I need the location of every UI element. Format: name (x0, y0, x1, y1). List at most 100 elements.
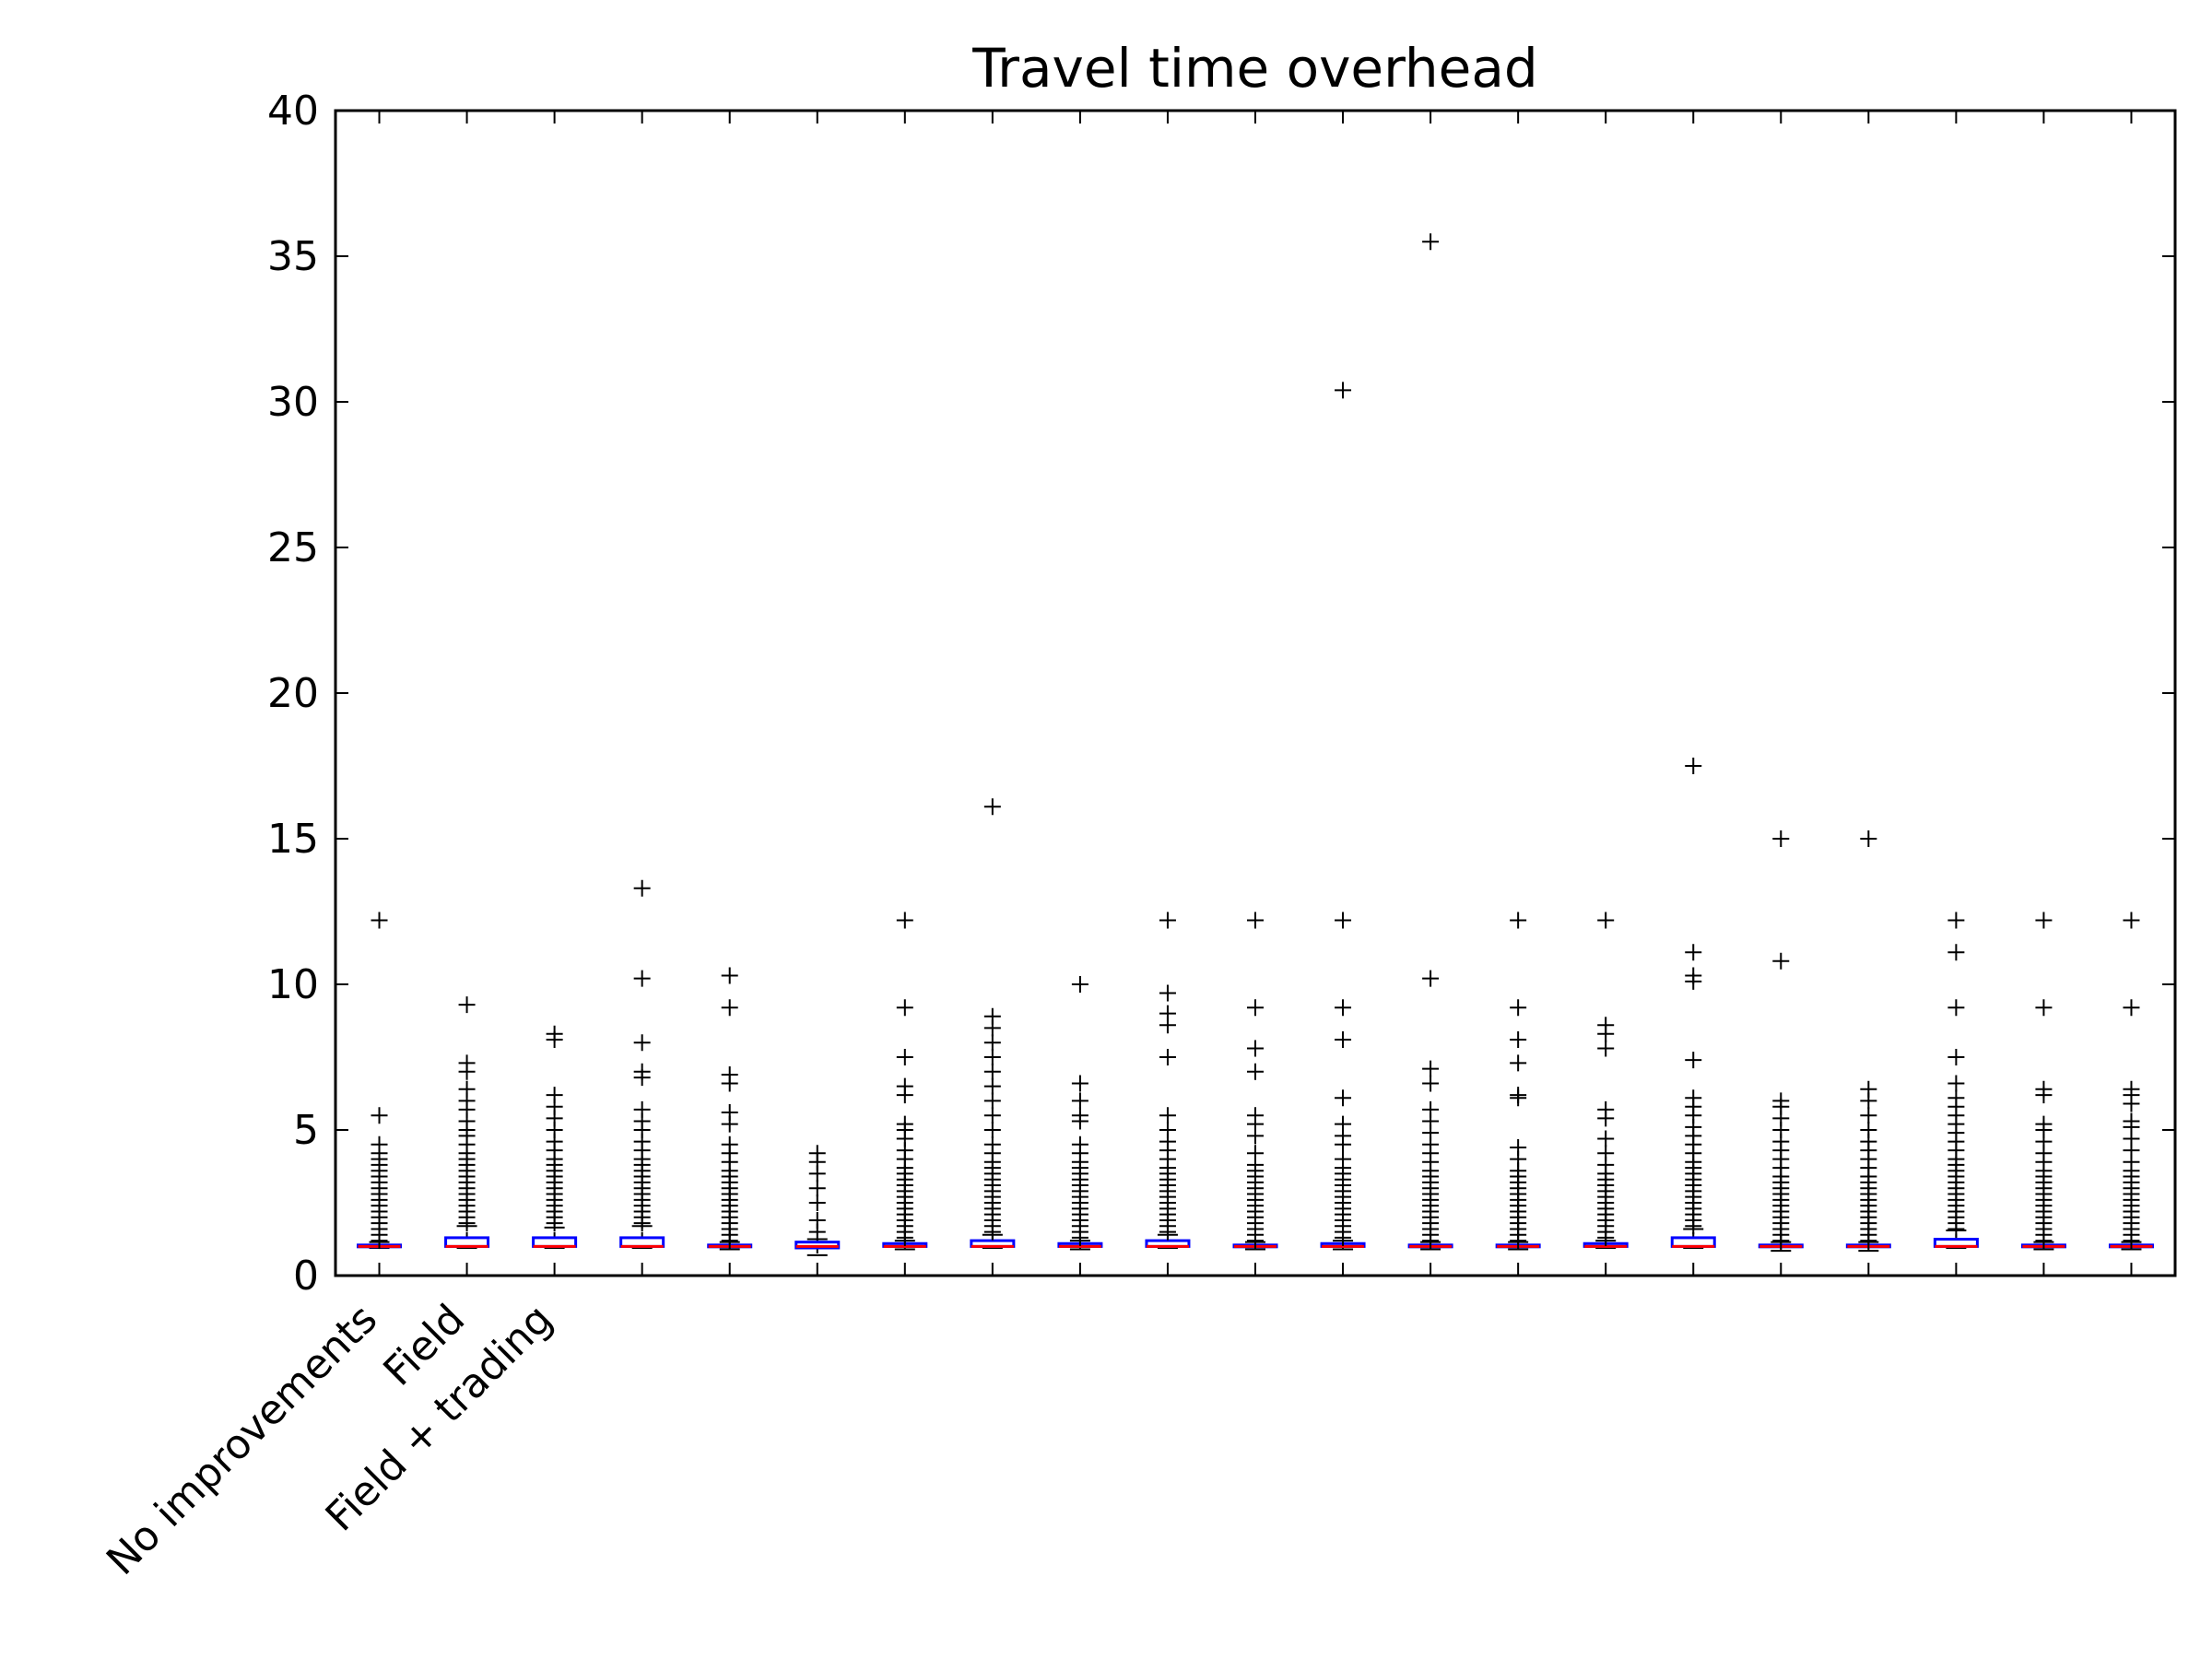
flier-point (2123, 1112, 2140, 1130)
flier-point (633, 1034, 651, 1052)
flier-point (896, 999, 913, 1017)
flier-point (1685, 1089, 1702, 1107)
flier-point (1947, 1075, 1965, 1092)
box-group (1320, 382, 1366, 1251)
box-group (1583, 912, 1629, 1249)
flier-point (1422, 1060, 1440, 1077)
flier-point (1597, 1145, 1615, 1162)
flier-point (1772, 1092, 1790, 1110)
flier-point (983, 798, 1001, 816)
flier-point (1159, 1122, 1176, 1138)
flier-point (1685, 1052, 1702, 1069)
flier-point (983, 1007, 1001, 1025)
y-axis: 0 5 10 15 20 25 30 35 40 (267, 88, 2175, 1300)
flier-point (1159, 1049, 1176, 1065)
flier-point (1247, 1063, 1264, 1080)
flier-point (1335, 999, 1352, 1017)
flier-point (1422, 1075, 1440, 1092)
flier-point (1422, 970, 1440, 987)
flier-point (983, 1092, 1001, 1110)
box-group (794, 1145, 841, 1256)
flier-point (1247, 1040, 1264, 1057)
flier-point (1247, 1145, 1264, 1162)
flier-point (371, 1107, 388, 1124)
flier-point (1159, 984, 1176, 1002)
flier-point (2123, 1080, 2140, 1098)
y-tick-label: 5 (293, 1107, 319, 1154)
flier-point (1597, 912, 1615, 929)
flier-point (1947, 999, 1965, 1017)
flier-point (896, 1077, 913, 1095)
flier-point (1247, 1107, 1264, 1124)
flier-point (983, 1077, 1001, 1095)
flier-point (2035, 999, 2053, 1017)
flier-point (1597, 1040, 1615, 1057)
flier-point (1335, 912, 1352, 929)
box-group (882, 912, 928, 1251)
box-group (444, 996, 490, 1249)
flier-point (1685, 944, 1702, 961)
flier-point (721, 1104, 738, 1122)
y-tick-label: 15 (267, 816, 319, 863)
box-group (707, 967, 753, 1251)
plot-area (357, 233, 2154, 1256)
flier-point (1772, 952, 1790, 970)
flier-point (1422, 1100, 1440, 1118)
flier-point (1685, 758, 1702, 774)
flier-point (1071, 976, 1088, 993)
y-tick-label: 30 (267, 379, 319, 426)
box-group (619, 879, 665, 1249)
flier-point (808, 1194, 826, 1211)
flier-point (1071, 1075, 1088, 1092)
flier-point (983, 1107, 1001, 1124)
flier-point (721, 999, 738, 1017)
box-group (2020, 912, 2066, 1251)
chart-title: Travel time overhead (971, 37, 1537, 100)
box-group (1933, 912, 1979, 1249)
flier-point (1510, 1054, 1527, 1072)
flier-point (983, 1063, 1001, 1080)
y-tick-label: 35 (267, 233, 319, 280)
flier-point (1597, 1100, 1615, 1118)
flier-point (2035, 1080, 2053, 1098)
flier-point (633, 1063, 651, 1080)
flier-point (1335, 382, 1352, 399)
flier-point (983, 1049, 1001, 1065)
flier-point (633, 879, 651, 897)
flier-point (983, 1122, 1001, 1138)
flier-point (1071, 1135, 1088, 1153)
flier-point (1947, 944, 1965, 961)
flier-point (1335, 1089, 1352, 1107)
flier-point (458, 996, 476, 1014)
y-tick-label: 10 (267, 961, 319, 1008)
flier-point (1510, 912, 1527, 929)
flier-point (1510, 1138, 1527, 1156)
flier-point (1860, 1107, 1877, 1124)
flier-point (1510, 1087, 1527, 1104)
flier-point (808, 1180, 826, 1197)
flier-point (983, 1135, 1001, 1153)
flier-point (546, 1087, 563, 1104)
flier-point (721, 1135, 738, 1153)
y-tick-label: 25 (267, 524, 319, 571)
flier-point (1071, 1107, 1088, 1124)
flier-point (633, 970, 651, 987)
y-tick-label: 40 (267, 88, 319, 135)
flier-point (633, 1100, 651, 1118)
y-tick-label: 20 (267, 670, 319, 717)
box-group (532, 1025, 578, 1249)
flier-point (1510, 1031, 1527, 1049)
flier-point (1422, 233, 1440, 251)
flier-point (2035, 1115, 2053, 1133)
flier-point (1159, 1107, 1176, 1124)
box-group (970, 798, 1016, 1249)
flier-point (896, 912, 913, 929)
flier-point (1247, 999, 1264, 1017)
flier-point (1335, 1150, 1352, 1168)
flier-point (808, 1211, 826, 1229)
flier-point (2123, 999, 2140, 1017)
flier-point (896, 1115, 913, 1133)
y-tick-label: 0 (293, 1253, 319, 1300)
box-group (2108, 912, 2154, 1251)
